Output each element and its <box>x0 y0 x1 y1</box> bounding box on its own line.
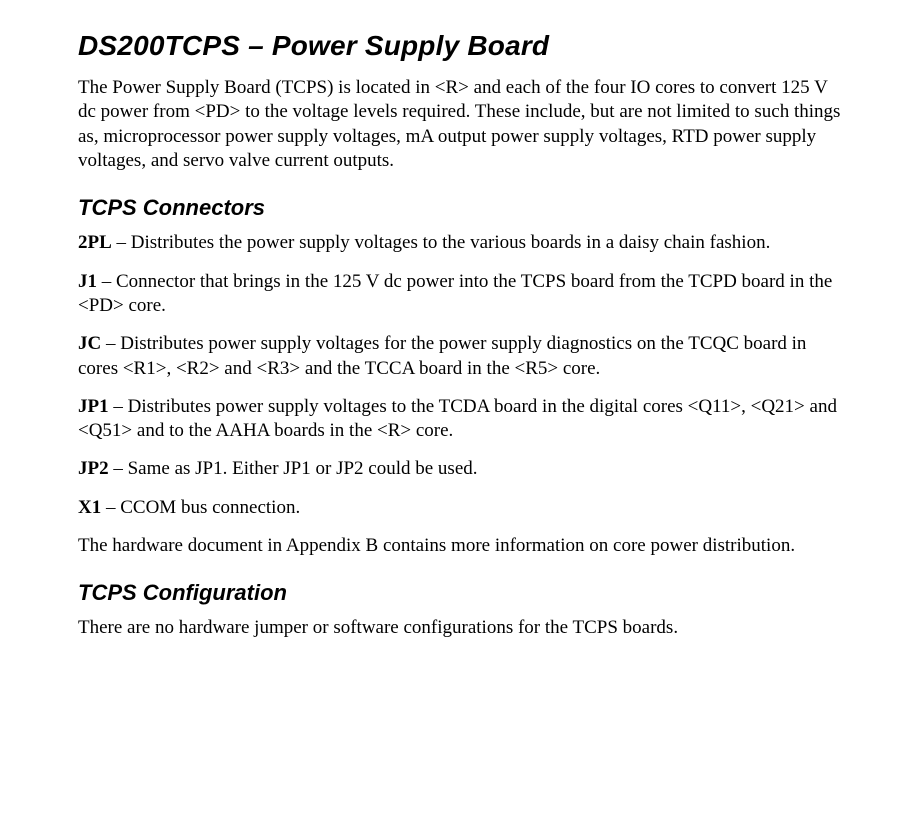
connector-text: – Distributes the power supply voltages … <box>112 232 771 253</box>
connector-label: J1 <box>78 271 97 292</box>
connector-label: JC <box>78 333 101 354</box>
document-page: DS200TCPS – Power Supply Board The Power… <box>0 0 899 685</box>
connector-label: JP1 <box>78 396 109 417</box>
page-title: DS200TCPS – Power Supply Board <box>78 30 843 62</box>
connector-j1: J1 – Connector that brings in the 125 V … <box>78 270 843 319</box>
section-heading-configuration: TCPS Configuration <box>78 580 843 606</box>
connector-label: 2PL <box>78 232 112 253</box>
connector-jc: JC – Distributes power supply voltages f… <box>78 332 843 381</box>
intro-paragraph: The Power Supply Board (TCPS) is located… <box>78 76 843 173</box>
connector-label: JP2 <box>78 458 109 479</box>
connector-jp1: JP1 – Distributes power supply voltages … <box>78 395 843 444</box>
connector-text: – Same as JP1. Either JP1 or JP2 could b… <box>109 458 478 479</box>
connectors-footer: The hardware document in Appendix B cont… <box>78 534 843 558</box>
connector-text: – Distributes power supply voltages to t… <box>78 396 837 441</box>
connector-text: – CCOM bus connection. <box>101 497 300 518</box>
section-heading-connectors: TCPS Connectors <box>78 195 843 221</box>
connector-label: X1 <box>78 497 101 518</box>
connector-text: – Connector that brings in the 125 V dc … <box>78 271 832 316</box>
connector-jp2: JP2 – Same as JP1. Either JP1 or JP2 cou… <box>78 457 843 481</box>
connector-text: – Distributes power supply voltages for … <box>78 333 806 378</box>
configuration-text: There are no hardware jumper or software… <box>78 616 843 640</box>
connector-x1: X1 – CCOM bus connection. <box>78 496 843 520</box>
connector-2pl: 2PL – Distributes the power supply volta… <box>78 231 843 255</box>
